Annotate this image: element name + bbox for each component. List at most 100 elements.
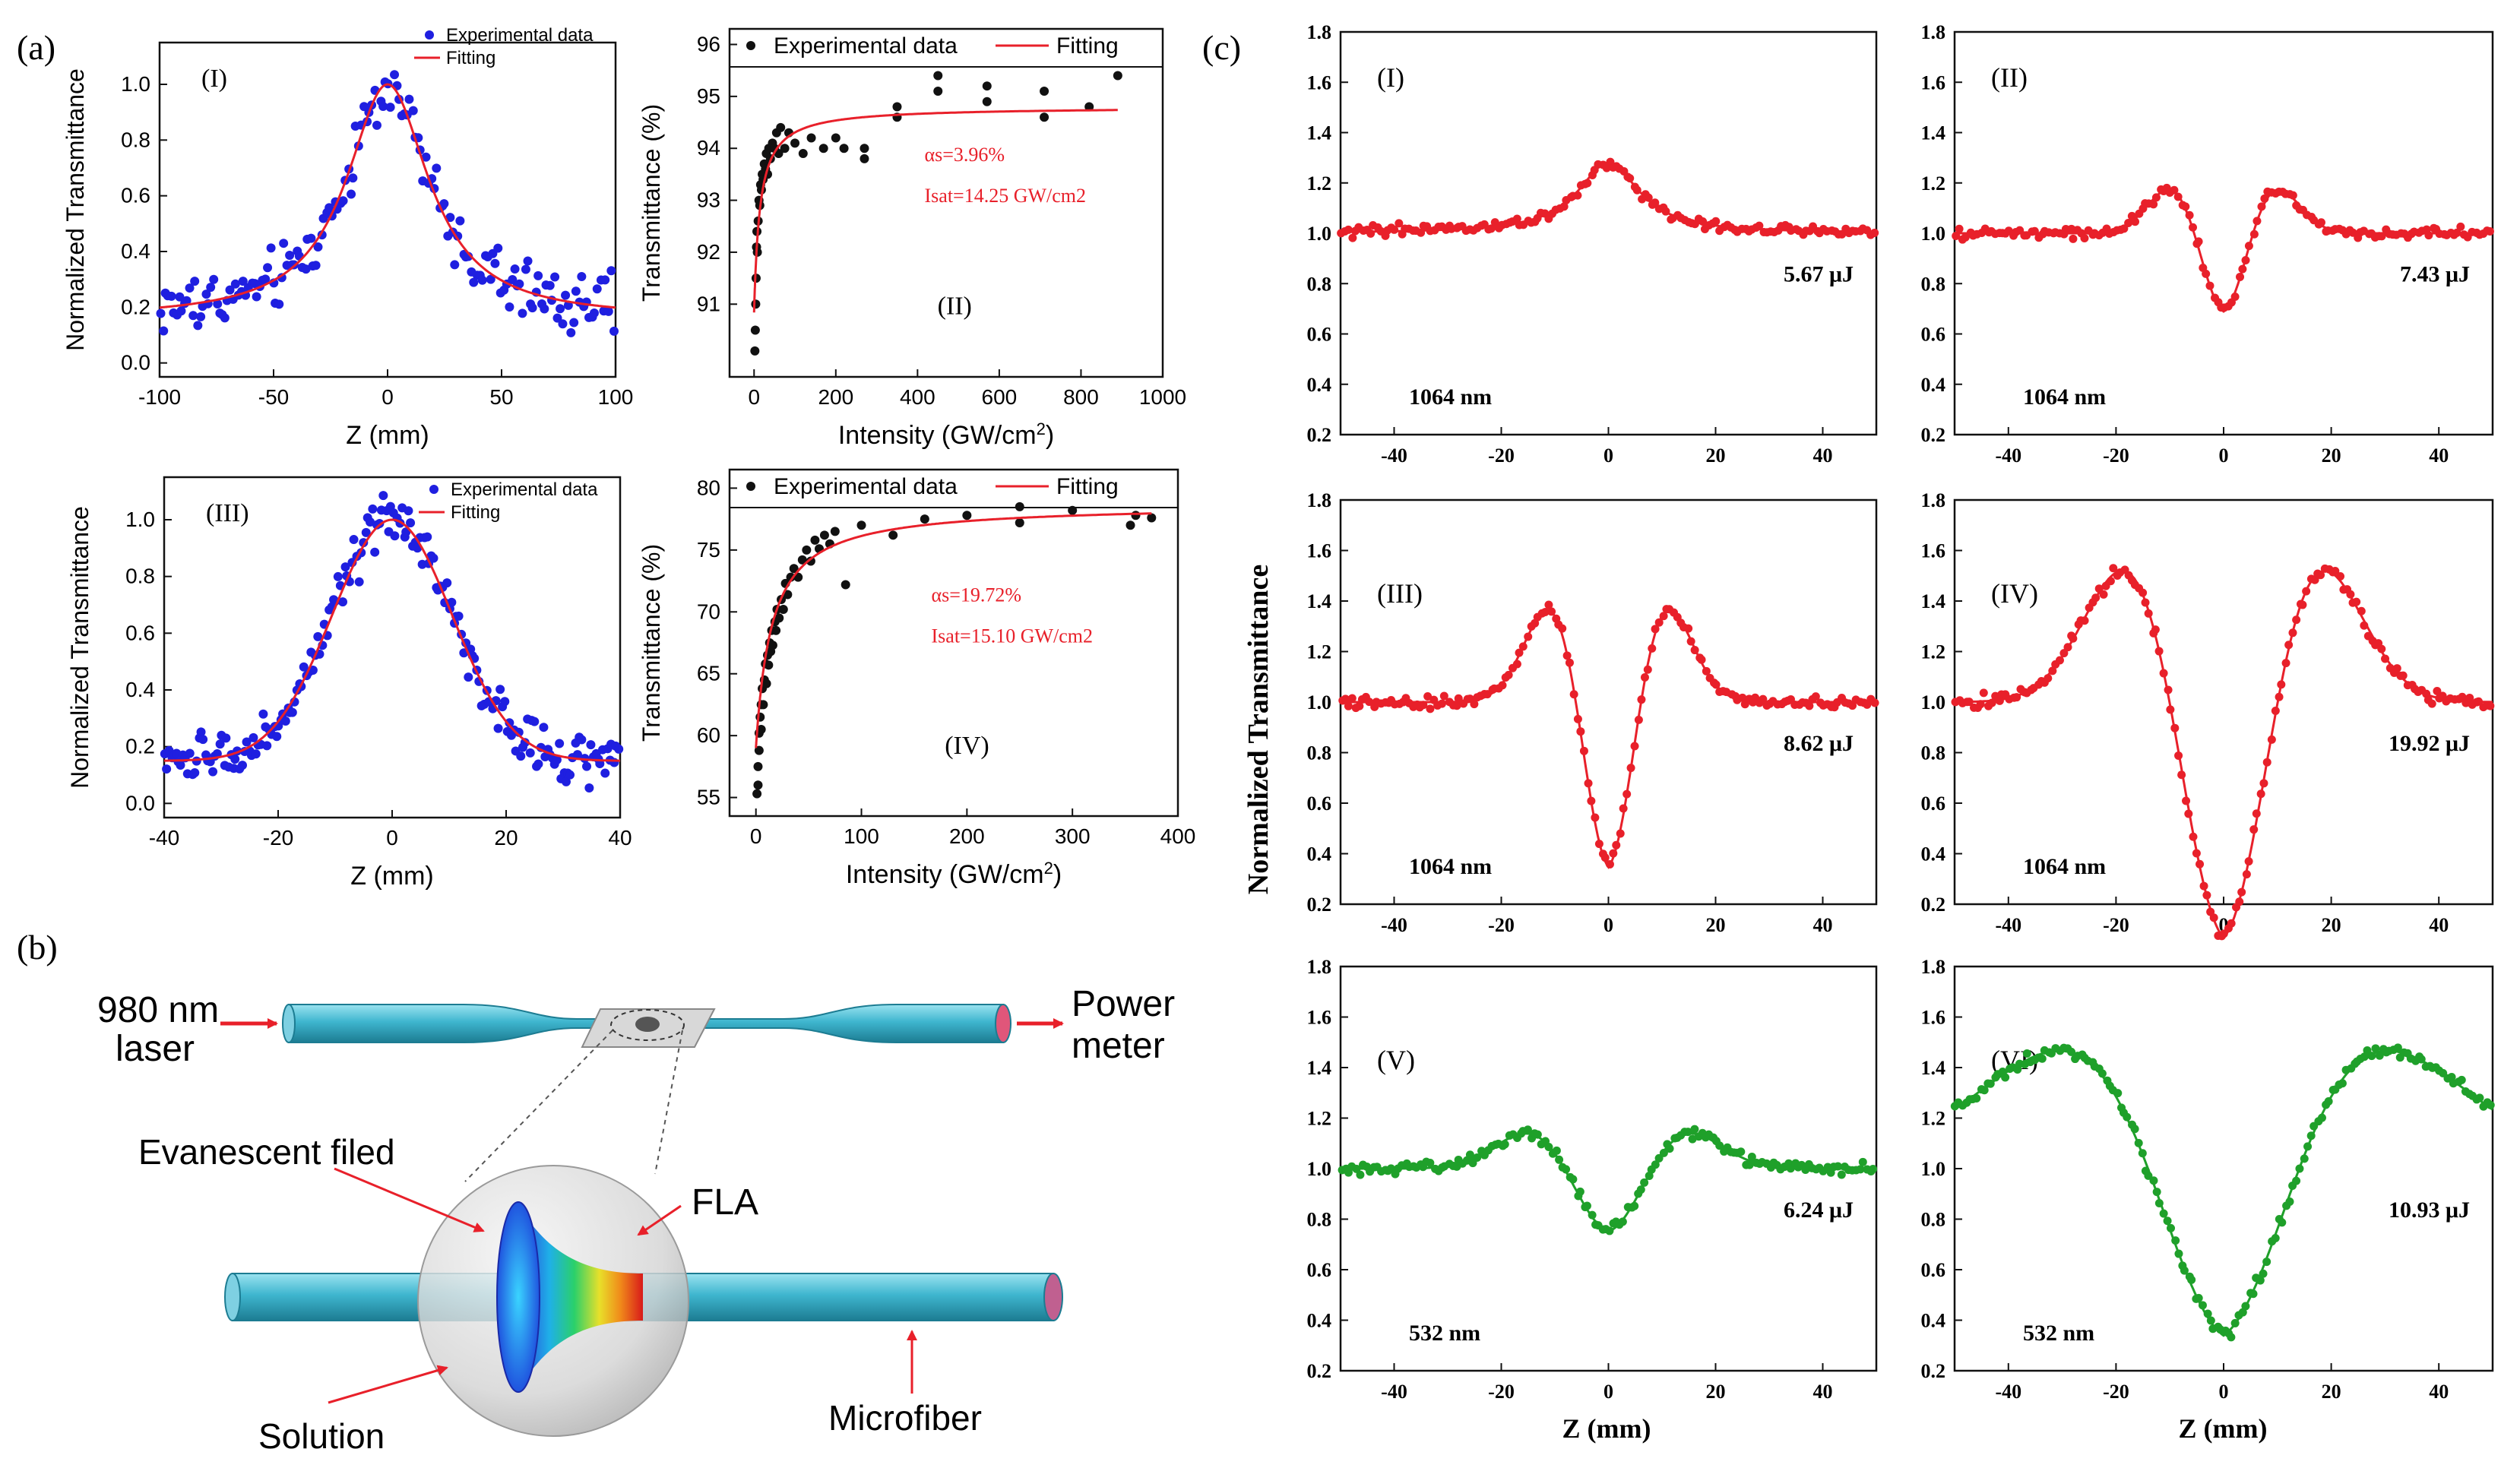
data-point [764, 660, 774, 670]
data-point [818, 144, 828, 153]
data-point [527, 303, 537, 313]
y-tick-label: 1.0 [1921, 1158, 1946, 1180]
y-tick-label: 1.0 [1921, 691, 1946, 713]
data-point [982, 96, 992, 106]
x-tick-label: 20 [1706, 1381, 1726, 1403]
data-point [193, 321, 203, 331]
data-point [1347, 694, 1357, 703]
data-point [313, 631, 323, 641]
wavelength-label: 1064 nm [1409, 384, 1492, 410]
data-point [523, 256, 533, 266]
data-point [1690, 1125, 1699, 1134]
data-point [806, 556, 815, 566]
data-point [421, 152, 431, 162]
data-point [159, 326, 169, 336]
y-tick-label: 1.6 [1307, 1007, 1332, 1029]
data-points [1950, 1043, 2495, 1342]
laser-label-2: laser [116, 1029, 195, 1069]
legend-label-fit: Fitting [451, 502, 500, 523]
energy-label: 5.67 μJ [1784, 262, 1854, 287]
data-point [340, 562, 350, 572]
panel-id: (I) [201, 65, 227, 93]
data-point [455, 216, 465, 226]
data-point [262, 741, 272, 751]
x-tick-label: 20 [494, 826, 518, 849]
data-point [1452, 701, 1461, 710]
data-point [338, 597, 348, 607]
data-point [530, 717, 540, 726]
data-point [285, 250, 295, 260]
data-point [756, 725, 766, 734]
y-tick-label: 1.2 [1307, 172, 1332, 195]
data-point [830, 527, 840, 536]
data-point [577, 272, 587, 282]
x-tick-label: 0 [1603, 445, 1613, 467]
y-tick-label: 0.8 [1921, 1209, 1946, 1231]
data-point [2433, 686, 2442, 695]
data-point [182, 296, 192, 305]
y-tick-label: 80 [697, 476, 720, 499]
x-axis-label: Intensity (GW/cm2) [838, 419, 1054, 450]
data-point [221, 733, 231, 743]
data-point [776, 122, 786, 132]
fit-line [1341, 161, 1876, 233]
data-point [831, 133, 841, 143]
data-point [2486, 701, 2495, 710]
plot-frame [728, 27, 1164, 378]
data-point [464, 672, 473, 682]
data-point [1147, 513, 1157, 523]
panel-id: (II) [1991, 62, 2028, 93]
y-tick-label: 1.6 [1921, 71, 1946, 93]
data-point [493, 723, 503, 733]
data-point [372, 120, 381, 130]
data-point [860, 144, 869, 153]
data-point [258, 709, 268, 719]
data-point [2393, 1043, 2402, 1052]
data-point [962, 511, 972, 520]
x-tick-label: 20 [2322, 445, 2341, 467]
data-point [1437, 699, 1446, 708]
y-tick-label: 0.4 [125, 678, 155, 701]
y-tick-label: 1.4 [1307, 590, 1332, 612]
data-point [1439, 691, 1448, 701]
data-point [333, 571, 343, 581]
data-point [771, 625, 781, 635]
data-point [1131, 511, 1141, 520]
data-point [802, 545, 812, 555]
data-point [385, 103, 395, 112]
x-tick-label: -100 [138, 385, 181, 409]
x-tick-label: 0 [750, 824, 762, 848]
data-point [783, 590, 793, 600]
data-point [261, 274, 271, 284]
y-tick-label: 95 [697, 84, 720, 108]
data-point [347, 189, 356, 199]
x-tick-label: -40 [1381, 914, 1407, 936]
wavelength-label: 1064 nm [1409, 854, 1492, 879]
data-point [408, 106, 418, 115]
data-point [213, 299, 223, 309]
x-tick-label: 0 [1603, 914, 1613, 936]
data-point [505, 718, 514, 728]
data-point [609, 326, 619, 336]
energy-label: 6.24 μJ [1784, 1197, 1854, 1223]
data-point [606, 266, 616, 276]
data-point [839, 144, 849, 153]
data-point [354, 577, 364, 587]
plot-frame [728, 468, 1179, 818]
y-tick-label: 0.6 [1921, 1259, 1946, 1281]
plot-frame [158, 41, 617, 378]
data-point [266, 243, 276, 253]
evanescent-arrow [334, 1167, 485, 1232]
data-point [263, 263, 273, 273]
y-tick-label: 1.0 [121, 72, 150, 96]
y-tick-label: 65 [697, 662, 720, 685]
data-point [888, 530, 898, 540]
data-points [752, 501, 1157, 799]
annotation-alpha: αs=19.72% [932, 584, 1022, 606]
evanescent-label: Evanescent filed [138, 1132, 395, 1172]
data-point [175, 292, 185, 302]
data-point [780, 144, 790, 153]
y-tick-label: 1.2 [1921, 172, 1946, 195]
data-point [156, 308, 166, 318]
y-tick-label: 1.4 [1921, 590, 1946, 612]
